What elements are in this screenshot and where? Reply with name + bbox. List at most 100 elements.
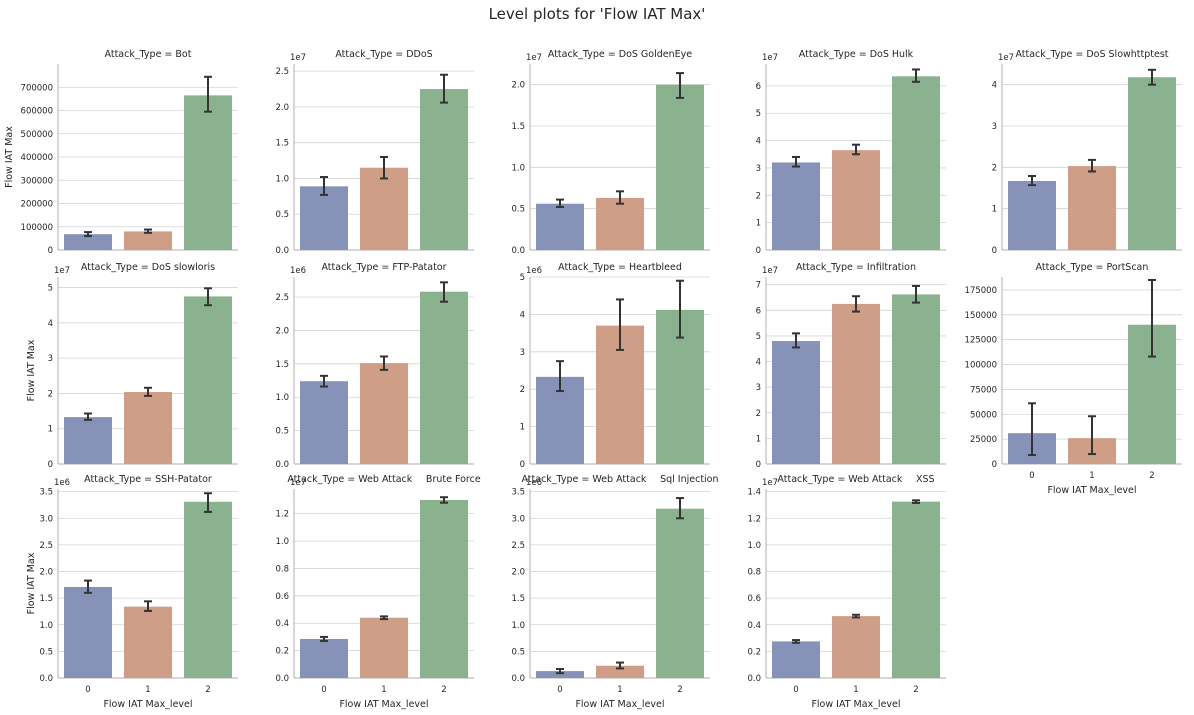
bar-level-2 — [656, 84, 704, 251]
bar-level-0 — [300, 638, 348, 678]
bar-level-1 — [1068, 166, 1116, 250]
x-tick-label: 1 — [617, 685, 622, 695]
x-axis-label: Flow IAT Max_level — [103, 699, 192, 710]
y-tick-label: 2 — [756, 409, 761, 419]
scale-offset-label: 1e7 — [762, 266, 778, 276]
y-tick-label: 2.0 — [275, 326, 289, 336]
y-tick-label: 0.5 — [511, 647, 525, 657]
bar-level-0 — [1008, 180, 1056, 250]
y-tick-label: 1 — [756, 434, 761, 444]
y-tick-label: 0.0 — [275, 460, 289, 470]
bar-level-0 — [536, 203, 584, 250]
x-axis-label: Flow IAT Max_level — [811, 699, 900, 710]
y-tick-label: 0 — [48, 460, 53, 470]
y-tick-label: 0.0 — [275, 674, 289, 684]
panel-3: 0.0 0.5 1.0 1.5 2.0 Attack_Type = DoS GoldenE… — [511, 49, 710, 256]
y-tick-label: 125000 — [965, 336, 997, 346]
panel-8: 0 1 2 3 4 5 Attack_Type = Heartbleed 1e6 — [520, 262, 710, 470]
y-tick-label: 3.5 — [511, 488, 525, 498]
y-tick-label: 6 — [756, 306, 761, 316]
bar-level-2 — [184, 296, 232, 464]
panel-2: 0.0 0.5 1.0 1.5 2.0 2.5 Attack_Type = DDoS 1e7 — [275, 49, 474, 256]
bar-level-0 — [300, 186, 348, 250]
y-tick-label: 1.5 — [39, 594, 53, 604]
y-tick-label: 1.5 — [275, 139, 289, 149]
y-tick-label: 0.0 — [511, 246, 525, 256]
y-tick-label: 4 — [756, 358, 761, 368]
scale-offset-label: 1e6 — [526, 266, 542, 276]
y-tick-label: 3 — [520, 348, 525, 358]
panel-title: Attack_Type = Web Attack  XSS — [777, 474, 934, 485]
panel-title: Attack_Type = SSH-Patator — [84, 474, 212, 485]
y-tick-label: 1.0 — [747, 541, 761, 551]
y-tick-label: 0.8 — [275, 564, 289, 574]
panel-10: 0 25000 50000 75000 100000 125000 150000 175000… — [965, 262, 1182, 496]
y-tick-label: 4 — [48, 319, 53, 329]
scale-offset-label: 1e6 — [54, 478, 70, 488]
x-tick-label: 2 — [1149, 471, 1154, 481]
y-tick-label: 2.5 — [275, 67, 289, 77]
y-tick-label: 4 — [520, 310, 525, 320]
x-tick-label: 2 — [677, 685, 682, 695]
y-tick-label: 0.2 — [747, 647, 761, 657]
bar-level-1 — [832, 616, 880, 678]
bar-level-2 — [420, 291, 468, 464]
x-tick-label: 2 — [913, 685, 918, 695]
panel-title: Attack_Type = Heartbleed — [558, 262, 682, 273]
bar-level-2 — [420, 89, 468, 251]
panel-title: Attack_Type = Web Attack  Brute Force — [287, 474, 480, 485]
bar-level-2 — [656, 508, 704, 678]
x-tick-label: 1 — [853, 685, 858, 695]
y-tick-label: 2.0 — [39, 568, 53, 578]
y-tick-label: 0 — [48, 246, 53, 256]
bar-level-2 — [184, 501, 232, 678]
bar-level-0 — [772, 162, 820, 250]
y-tick-label: 100000 — [21, 223, 53, 233]
y-tick-label: 0 — [992, 460, 997, 470]
y-tick-label: 0.5 — [275, 210, 289, 220]
y-tick-label: 1.0 — [275, 393, 289, 403]
y-tick-label: 1.0 — [275, 537, 289, 547]
y-tick-label: 0 — [992, 246, 997, 256]
scale-offset-label: 1e7 — [762, 478, 778, 488]
bar-level-0 — [536, 671, 584, 678]
scale-offset-label: 1e7 — [54, 266, 70, 276]
y-tick-label: 700000 — [21, 83, 53, 93]
y-tick-label: 0.0 — [747, 674, 761, 684]
x-tick-label: 1 — [1089, 471, 1094, 481]
scale-offset-label: 1e6 — [290, 266, 306, 276]
y-tick-label: 2.0 — [511, 568, 525, 578]
y-tick-label: 175000 — [965, 286, 997, 296]
bar-level-1 — [360, 617, 408, 678]
bar-level-0 — [64, 417, 112, 464]
y-tick-label: 600000 — [21, 107, 53, 117]
bar-level-1 — [596, 665, 644, 678]
y-tick-label: 1.5 — [511, 594, 525, 604]
x-axis-label: Flow IAT Max_level — [575, 699, 664, 710]
panel-title: Attack_Type = DoS GoldenEye — [548, 49, 692, 60]
bar-level-1 — [124, 231, 172, 250]
panel-6: 0 1 2 3 4 5 Attack_Type = DoS slowloris 1e7 Flow… — [26, 262, 238, 470]
scale-offset-label: 1e6 — [526, 478, 542, 488]
panel-11: 0.0 0.5 1.0 1.5 2.0 2.5 3.0 3.5 Attack_Type = SS… — [26, 474, 238, 710]
panel-1: 0 100000 200000 300000 400000 500000 600000 700… — [4, 49, 238, 256]
y-tick-label: 0.0 — [511, 674, 525, 684]
y-tick-label: 4 — [756, 137, 761, 147]
y-tick-label: 1.2 — [275, 510, 289, 520]
y-tick-label: 2.5 — [275, 293, 289, 303]
y-tick-label: 1.5 — [511, 122, 525, 132]
y-tick-label: 0.4 — [747, 621, 761, 631]
y-tick-label: 3 — [48, 354, 53, 364]
y-tick-label: 25000 — [970, 435, 997, 445]
panel-4: 0 1 2 3 4 5 6 Attack_Type = DoS Hulk 1e7 — [756, 49, 946, 256]
x-tick-label: 1 — [381, 685, 386, 695]
y-tick-label: 5 — [520, 273, 525, 283]
panel-14: 0.0 0.2 0.4 0.6 0.8 1.0 1.2 1.4 Attack_Type = We… — [747, 474, 946, 710]
bar-level-2 — [892, 294, 940, 464]
x-axis-label: Flow IAT Max_level — [339, 699, 428, 710]
panel-title: Attack_Type = FTP-Patator — [321, 262, 446, 273]
scale-offset-label: 1e7 — [762, 53, 778, 63]
y-tick-label: 1.0 — [275, 174, 289, 184]
bar-level-0 — [300, 381, 348, 464]
